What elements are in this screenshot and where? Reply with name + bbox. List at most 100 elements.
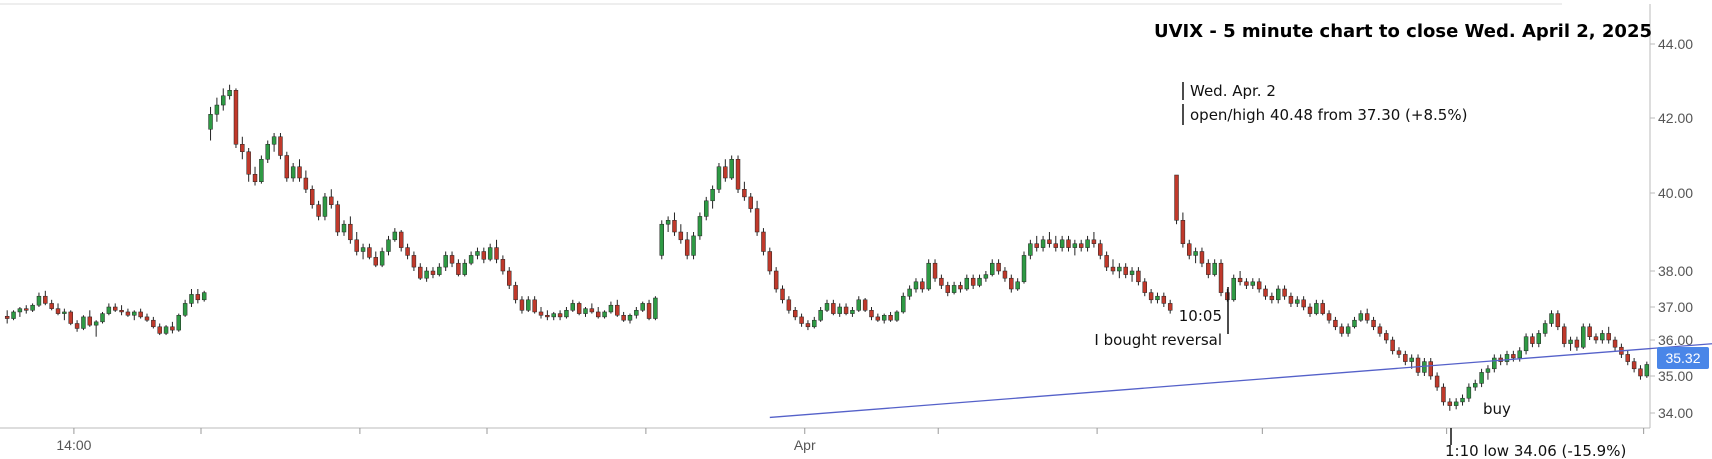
candle-body <box>837 306 842 314</box>
candle-body <box>100 313 105 323</box>
candle-body <box>322 196 328 217</box>
candle-down <box>576 301 582 316</box>
candle-body <box>1536 333 1542 344</box>
candle-body <box>983 274 989 279</box>
candle-body <box>780 288 785 301</box>
candle-up <box>951 281 957 295</box>
candle-body <box>996 262 1001 272</box>
candle-down <box>1206 259 1211 279</box>
candle-body <box>1295 299 1300 304</box>
candle-down <box>1123 263 1128 279</box>
candle-body <box>901 295 906 313</box>
candle-down <box>151 316 156 329</box>
candle-down <box>1441 383 1446 406</box>
candle-body <box>1447 401 1453 406</box>
candle-up <box>468 251 474 266</box>
chart-title: UVIX - 5 minute chart to close Wed. Apri… <box>1154 21 1652 42</box>
candle-body <box>793 310 798 318</box>
candle-down <box>1364 308 1370 324</box>
candle-body <box>627 315 633 321</box>
candle-body <box>36 295 42 306</box>
candle-up <box>1460 394 1465 406</box>
candle-body <box>850 310 855 314</box>
candle-down <box>1593 333 1599 344</box>
candle-body <box>55 308 61 314</box>
candle-body <box>1612 339 1618 348</box>
candle-body <box>449 255 455 264</box>
candle-body <box>576 303 582 314</box>
candle-body <box>589 308 595 313</box>
annotation-open-high-line2: open/high 40.48 from 37.30 (+8.5%) <box>1190 106 1467 124</box>
candle-body <box>1098 243 1103 256</box>
candle-body <box>297 166 302 179</box>
candle-up <box>1536 330 1542 348</box>
candle-body <box>583 308 588 314</box>
candle-down <box>684 232 690 260</box>
candle-down <box>74 320 80 332</box>
candle-down <box>958 281 963 293</box>
candle-up <box>913 278 919 293</box>
x-tick-label: Apr <box>794 437 816 453</box>
candle-body <box>1314 303 1319 314</box>
candle-body <box>977 277 982 286</box>
candle-body <box>773 270 779 290</box>
candle-down <box>1390 336 1395 355</box>
candle-body <box>659 223 664 256</box>
candle-down <box>945 281 950 297</box>
candle-body <box>1434 375 1440 388</box>
annotation-buy: buy <box>1483 400 1511 418</box>
candle-body <box>208 114 213 130</box>
candle-up <box>634 307 639 319</box>
candle-body <box>646 303 652 319</box>
candle-body <box>1193 251 1198 256</box>
candle-up <box>704 196 709 221</box>
y-tick-label: 35.00 <box>1658 368 1693 384</box>
candle-up <box>1600 330 1605 344</box>
candle-up <box>386 235 391 256</box>
candle-body <box>545 315 550 318</box>
candle-body <box>1377 326 1383 334</box>
candle-down <box>500 255 506 275</box>
candle-body <box>62 311 67 314</box>
candle-body <box>1371 319 1376 328</box>
candle-down <box>335 200 340 236</box>
candle-down <box>494 239 499 264</box>
candle-body <box>456 262 461 275</box>
candle-body <box>1555 313 1561 328</box>
candle-down <box>329 189 334 209</box>
candle-up <box>837 303 842 317</box>
candle-body <box>1574 339 1580 348</box>
candle-body <box>119 310 124 313</box>
candle-body <box>1492 357 1497 370</box>
candle-up <box>290 163 296 182</box>
candle-body <box>672 220 677 233</box>
candle-up <box>901 292 906 314</box>
candle-down <box>1142 278 1147 297</box>
candle-down <box>621 311 626 322</box>
candle-down <box>1167 299 1173 314</box>
candle-up <box>93 320 99 337</box>
candle-body <box>151 319 156 328</box>
candle-down <box>195 289 201 304</box>
candle-down <box>1403 350 1408 366</box>
candle-body <box>125 311 131 316</box>
candle-down <box>831 299 836 316</box>
candle-body <box>475 251 480 256</box>
candle-up <box>1358 310 1364 322</box>
candle-body <box>1625 354 1630 362</box>
candle-body <box>939 277 944 286</box>
candle-down <box>316 200 321 221</box>
candle-down <box>246 148 251 182</box>
candle-down <box>595 307 601 319</box>
candle-body <box>1174 174 1179 221</box>
candle-down <box>1002 267 1008 282</box>
candle-down <box>1244 278 1249 289</box>
candle-body <box>424 270 429 279</box>
candle-body <box>4 315 10 319</box>
candle-body <box>1352 319 1357 328</box>
candle-up <box>1473 379 1478 391</box>
candle-body <box>1403 354 1408 362</box>
candle-down <box>932 259 938 282</box>
candle-down <box>646 299 652 321</box>
candle-down <box>1091 232 1097 248</box>
